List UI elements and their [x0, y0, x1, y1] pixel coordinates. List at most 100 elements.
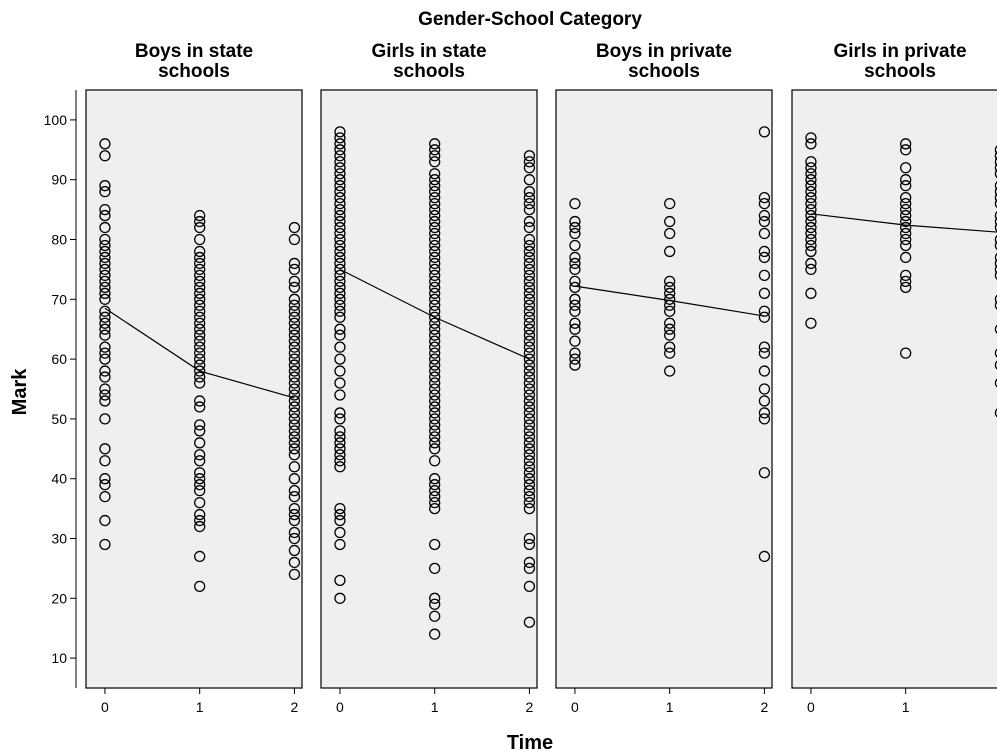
data-point — [334, 449, 346, 461]
data-point — [194, 329, 206, 341]
data-point — [194, 281, 206, 293]
data-point — [523, 287, 536, 299]
data-point — [758, 209, 771, 222]
data-point — [900, 174, 912, 186]
data-point — [523, 293, 536, 305]
data-point — [194, 311, 206, 323]
data-point — [429, 443, 441, 455]
data-point — [429, 365, 441, 377]
data-point — [429, 431, 441, 443]
data-point — [429, 186, 441, 198]
data-point — [994, 235, 997, 244]
data-point — [900, 191, 912, 204]
data-point — [523, 419, 536, 431]
data-point — [994, 157, 997, 167]
data-point — [523, 377, 536, 389]
data-point — [429, 610, 441, 622]
data-point — [334, 174, 346, 186]
data-point — [758, 365, 771, 377]
data-point — [569, 305, 581, 317]
data-point — [523, 496, 536, 509]
data-point — [334, 144, 346, 156]
data-point — [569, 215, 581, 228]
data-point — [99, 180, 111, 192]
data-point — [334, 592, 346, 604]
data-point — [288, 508, 301, 521]
data-point — [99, 479, 111, 491]
y-tick-label: 100 — [44, 112, 68, 128]
y-tick-label: 20 — [51, 590, 67, 606]
data-point — [194, 419, 206, 431]
points-group — [99, 138, 301, 592]
x-tick-label: 0 — [336, 699, 344, 715]
data-point — [194, 275, 206, 288]
data-point — [523, 311, 536, 323]
data-point — [288, 407, 301, 419]
data-point — [805, 215, 817, 228]
data-point — [288, 233, 301, 246]
data-point — [569, 263, 581, 276]
data-point — [900, 209, 912, 222]
data-point — [288, 568, 301, 581]
data-point — [99, 209, 111, 222]
data-point — [994, 145, 997, 155]
data-point — [429, 329, 441, 341]
data-point — [805, 245, 817, 258]
data-point — [288, 461, 301, 473]
data-point — [994, 300, 997, 310]
data-point — [994, 193, 997, 203]
data-point — [429, 389, 441, 401]
data-point — [288, 443, 301, 455]
data-point — [429, 221, 441, 234]
data-point — [805, 209, 817, 222]
data-point — [429, 496, 441, 509]
data-point — [194, 353, 206, 365]
data-point — [523, 215, 536, 228]
data-point — [523, 443, 536, 455]
data-point — [523, 245, 536, 258]
data-point — [429, 407, 441, 419]
data-point — [334, 221, 346, 234]
data-point — [523, 437, 536, 449]
data-point — [429, 425, 441, 437]
data-point — [194, 299, 206, 311]
data-point — [758, 413, 771, 425]
data-point — [99, 263, 111, 276]
data-point — [664, 287, 676, 299]
data-point — [99, 245, 111, 258]
data-point — [758, 383, 771, 395]
data-point — [288, 490, 301, 503]
data-point — [664, 227, 676, 240]
data-point — [523, 269, 536, 282]
data-point — [994, 163, 997, 173]
data-point — [523, 275, 536, 288]
data-point — [664, 323, 676, 335]
data-point — [429, 413, 441, 425]
data-point — [523, 251, 536, 264]
data-point — [523, 156, 536, 168]
panel-label: Boys in private — [596, 41, 732, 62]
data-point — [429, 592, 441, 604]
data-point — [900, 197, 912, 210]
data-point — [194, 467, 206, 479]
data-point — [334, 377, 346, 389]
data-point — [194, 371, 206, 383]
data-point — [99, 186, 111, 198]
data-point — [334, 437, 346, 449]
data-point — [288, 341, 301, 353]
mean-line — [810, 213, 997, 233]
data-point — [334, 215, 346, 228]
data-point — [194, 550, 206, 563]
data-point — [194, 287, 206, 299]
data-point — [523, 413, 536, 425]
data-point — [429, 538, 441, 551]
data-point — [288, 514, 301, 527]
data-point — [523, 329, 536, 341]
data-point — [805, 203, 817, 216]
data-point — [334, 341, 346, 353]
data-point — [429, 215, 441, 228]
data-point — [429, 174, 441, 186]
data-point — [288, 311, 301, 323]
